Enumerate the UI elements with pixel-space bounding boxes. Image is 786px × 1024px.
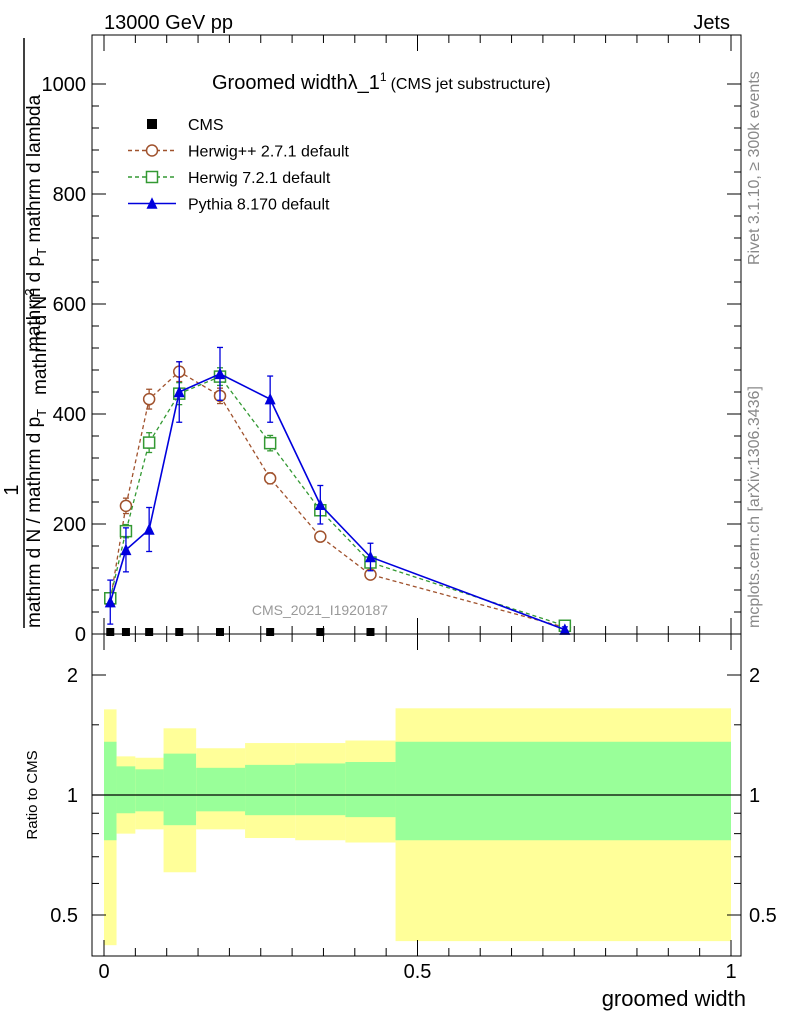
point-triangle-filled — [314, 498, 326, 510]
point-square-filled — [145, 628, 154, 636]
point-circle-open — [145, 144, 159, 157]
ratio-band-green — [245, 764, 296, 816]
ratio-band-green — [395, 741, 731, 841]
series-line — [109, 375, 566, 627]
ratio-y-axis: 0.5 0.5 1 1 2 2 — [50, 665, 777, 927]
ratio-xtick-label: 1 — [725, 961, 736, 983]
ratio-band-green — [116, 766, 136, 814]
point-square-open — [142, 436, 156, 449]
legend-item: Herwig++ 2.7.1 default — [128, 144, 350, 161]
mcplots-label: mcplots.cern.ch [arXiv:1306.3436] — [746, 386, 763, 628]
legend-label: Herwig++ 2.7.1 default — [188, 144, 350, 161]
watermark: CMS_2021_I1920187 — [252, 602, 388, 618]
series-line — [109, 370, 566, 629]
ratio-band-green — [163, 753, 197, 826]
point-circle-open — [314, 530, 327, 543]
ratio-x-axis: 0 0.5 1 — [98, 634, 737, 983]
ylabel-numerator: mathrm d N2 — [22, 289, 51, 395]
series-line — [109, 372, 566, 631]
point-circle-open — [119, 499, 133, 513]
ratio-frame — [91, 633, 742, 957]
ratio-band-green — [345, 761, 396, 818]
ratio-xtick-label: 0 — [98, 961, 109, 983]
point-square-filled — [266, 628, 275, 636]
point-square-open — [263, 436, 277, 450]
main-y-label: 1 mathrm d N / mathrm d pT mathrm d N2 m… — [1, 38, 51, 628]
point-circle-open — [263, 472, 277, 485]
ylabel-denominator: mathrm d N / mathrm d pT — [24, 409, 49, 628]
main-title: Groomed widthλ_11 (CMS jet substructure) — [212, 70, 551, 94]
ratio-xtick-label: 0.5 — [404, 961, 432, 983]
point-triangle-filled — [120, 543, 132, 556]
point-triangle-filled — [173, 385, 185, 398]
point-triangle-filled — [104, 595, 116, 608]
point-circle-open — [142, 392, 156, 406]
header-right: Jets — [693, 12, 730, 34]
point-square-open — [145, 170, 159, 184]
series-0 — [106, 628, 375, 636]
main-ytick-label: 400 — [53, 404, 86, 426]
ratio-ytick-label: 1 — [67, 785, 78, 807]
point-square-filled — [316, 628, 325, 636]
main-ytick-label: 200 — [53, 514, 86, 536]
ratio-ytick-label-right: 1 — [749, 785, 760, 807]
point-square-filled — [147, 119, 157, 129]
point-square-filled — [106, 628, 115, 636]
point-triangle-filled — [264, 392, 276, 405]
ratio-band-green — [104, 741, 117, 841]
ratio-ytick-label: 2 — [67, 665, 78, 687]
ratio-panel: 0.5 0.51 12 2 0 0.5 1 Ratio to CMS groomed wi… — [24, 633, 777, 1011]
series-2 — [104, 367, 572, 632]
ratio-band-green — [295, 763, 346, 816]
legend: CMS Herwig++ 2.7.1 default Herwig 7.2.1 de… — [128, 117, 350, 214]
point-square-filled — [175, 628, 184, 636]
legend-item: Herwig 7.2.1 default — [128, 170, 331, 187]
main-ytick-label: 600 — [53, 294, 86, 316]
point-triangle-filled — [559, 623, 571, 635]
point-triangle-filled — [364, 550, 376, 563]
main-x-ticks — [103, 35, 732, 634]
series-1 — [104, 361, 572, 634]
point-triangle-filled — [146, 197, 158, 209]
point-square-filled — [366, 628, 375, 636]
main-ytick-label: 1000 — [42, 74, 87, 96]
main-panel: CMS_2021_I1920187 0 200 400 600 800 1000 Groo… — [42, 34, 742, 646]
point-triangle-filled — [143, 523, 155, 535]
point-triangle-filled — [214, 367, 226, 380]
svg-text:1: 1 — [1, 484, 23, 495]
main-ytick-label: 0 — [75, 624, 86, 646]
legend-item: Pythia 8.170 default — [128, 197, 330, 214]
series-3 — [104, 346, 571, 635]
main-series — [104, 346, 572, 636]
rivet-label: Rivet 3.1.10, ≥ 300k events — [746, 71, 763, 265]
ratio-ylabel: Ratio to CMS — [24, 750, 41, 839]
point-square-filled — [121, 628, 130, 636]
x-axis-label: groomed width — [602, 986, 746, 1011]
ratio-ytick-label-right: 0.5 — [749, 905, 777, 927]
main-ytick-label: 800 — [53, 184, 86, 206]
header-left: 13000 GeV pp — [104, 12, 233, 34]
ratio-band-green — [135, 769, 164, 812]
legend-label: Pythia 8.170 default — [188, 197, 330, 214]
ratio-ytick-label-right: 2 — [749, 665, 760, 687]
legend-label: Herwig 7.2.1 default — [188, 170, 331, 187]
legend-label: CMS — [188, 117, 224, 134]
point-square-filled — [215, 628, 224, 636]
ratio-bands — [92, 708, 741, 946]
ratio-band-green — [196, 767, 246, 812]
ylabel-numerator-rest: mathrm d pT mathrm d lambda — [24, 94, 49, 352]
main-y-axis: 0 200 400 600 800 1000 — [42, 74, 741, 646]
legend-item: CMS — [147, 117, 224, 134]
ratio-ytick-label: 0.5 — [50, 905, 78, 927]
